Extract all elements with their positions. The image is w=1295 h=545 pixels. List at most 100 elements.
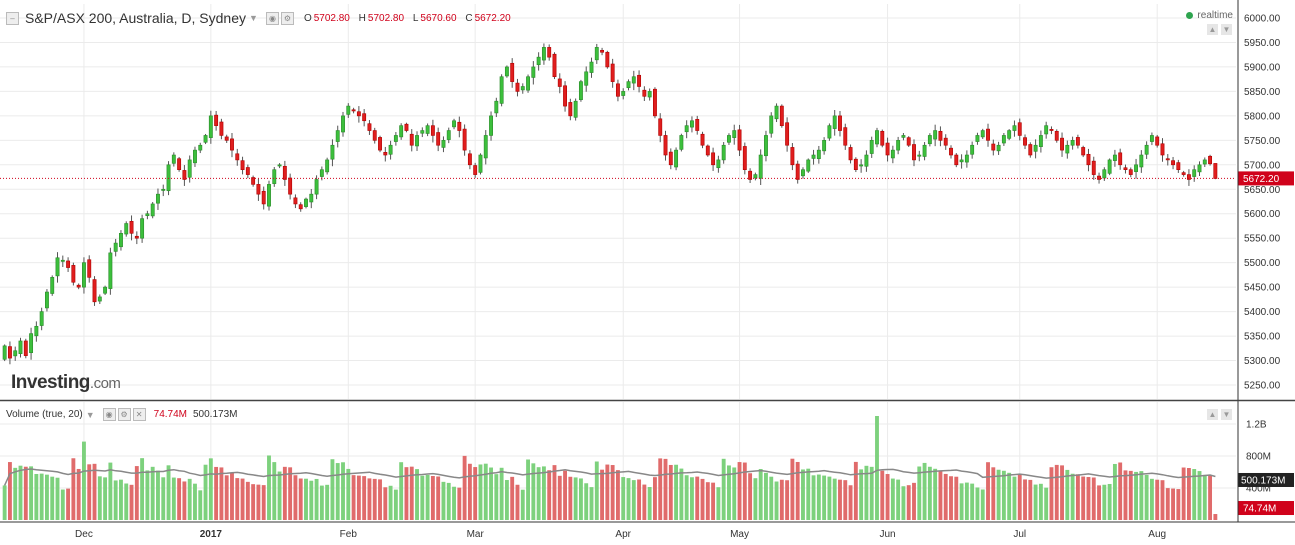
volume-bar — [885, 474, 890, 520]
candle — [568, 98, 573, 121]
volume-title[interactable]: Volume (true, 20) — [6, 409, 83, 420]
volume-bar — [949, 476, 953, 520]
volume-bar — [45, 474, 49, 520]
candle-body — [737, 129, 742, 151]
candle-body — [864, 154, 869, 167]
volume-bar — [1112, 463, 1117, 520]
visibility-icon[interactable]: ◉ — [265, 11, 279, 25]
candle-body — [277, 164, 282, 167]
candle — [1086, 148, 1091, 172]
high-label: H — [358, 12, 366, 24]
volume-bar — [1202, 474, 1207, 520]
candle — [282, 160, 287, 186]
last-price-badge — [1238, 171, 1294, 186]
candle — [917, 150, 922, 162]
candle-body — [325, 159, 330, 173]
volume-bar — [1134, 471, 1138, 520]
candle — [600, 47, 605, 56]
candle-body — [430, 125, 435, 136]
volume-bar — [330, 459, 335, 520]
candle — [806, 158, 811, 173]
candle — [362, 109, 367, 127]
candle-body — [13, 350, 18, 357]
candle — [1149, 132, 1154, 146]
time-tick-label: Mar — [467, 529, 485, 540]
candle — [1155, 134, 1160, 148]
volume-bar — [261, 485, 266, 520]
candle — [13, 346, 18, 361]
candle-body — [1060, 137, 1064, 151]
candle-body — [483, 135, 488, 159]
volume-bar — [356, 475, 361, 520]
chart-frame — [0, 0, 1295, 523]
candle-body — [1107, 159, 1112, 174]
candle-body — [1171, 160, 1175, 166]
candle — [832, 109, 837, 136]
pane-up-icon[interactable]: ▲ — [1207, 409, 1218, 420]
volume-bar — [230, 473, 234, 520]
candle-body — [869, 140, 874, 154]
candle-body — [621, 91, 626, 96]
chevron-down-icon[interactable]: ▼ — [249, 13, 258, 23]
volume-bar — [193, 483, 197, 520]
volume-bar — [319, 485, 324, 520]
volume-bar — [383, 487, 388, 520]
candle — [954, 153, 959, 168]
candle — [156, 188, 160, 210]
volume-bar — [964, 482, 969, 520]
candle — [193, 146, 197, 167]
candle — [869, 136, 874, 158]
pane-up-icon[interactable]: ▲ — [1207, 24, 1218, 35]
candle-body — [457, 121, 462, 131]
volume-bar — [282, 466, 287, 520]
pane-down-icon[interactable]: ▼ — [1221, 24, 1232, 35]
volume-bar — [483, 463, 488, 520]
candle — [1060, 132, 1064, 157]
candle-body — [224, 136, 229, 141]
candle — [1208, 154, 1213, 166]
volume-bar — [452, 486, 456, 520]
volume-bar — [39, 473, 44, 520]
candle — [1044, 121, 1049, 139]
candle-body — [293, 197, 298, 205]
close-icon[interactable]: ✕ — [132, 408, 146, 421]
candle-body — [261, 190, 266, 205]
volume-bar — [1118, 462, 1123, 520]
candle-body — [415, 135, 419, 147]
candle — [816, 145, 821, 164]
volume-bar — [399, 462, 404, 520]
symbol-title[interactable]: S&P/ASX 200, Australia, D, Sydney — [25, 10, 247, 26]
volume-bar — [737, 462, 742, 520]
candle-body — [351, 109, 356, 112]
candle-body — [467, 153, 472, 166]
candle-body — [494, 100, 499, 114]
volume-bar — [637, 479, 642, 520]
volume-bar — [1001, 470, 1006, 520]
volume-bar — [890, 478, 895, 520]
candle-body — [885, 142, 890, 156]
chevron-down-icon[interactable]: ▼ — [85, 409, 95, 420]
candle-body — [504, 66, 509, 77]
candle — [29, 327, 34, 360]
candle-body — [832, 115, 837, 129]
candle-body — [245, 167, 250, 175]
candle-body — [875, 130, 879, 145]
candle-body — [230, 138, 234, 151]
volume-bar — [214, 466, 219, 520]
visibility-icon[interactable]: ◉ — [102, 408, 116, 421]
volume-bar — [668, 464, 673, 520]
collapse-icon[interactable]: – — [6, 11, 19, 25]
settings-icon[interactable]: ⚙ — [280, 11, 294, 25]
candle-body — [642, 89, 647, 97]
candle-body — [526, 76, 530, 91]
candle — [267, 180, 271, 211]
candle — [1017, 118, 1022, 141]
volume-bar — [82, 441, 86, 520]
settings-icon[interactable]: ⚙ — [117, 408, 131, 421]
pane-down-icon[interactable]: ▼ — [1221, 409, 1232, 420]
time-tick-label: Apr — [615, 529, 631, 540]
candle-body — [1186, 174, 1191, 180]
volume-bar — [1012, 476, 1017, 520]
candle — [415, 131, 419, 151]
